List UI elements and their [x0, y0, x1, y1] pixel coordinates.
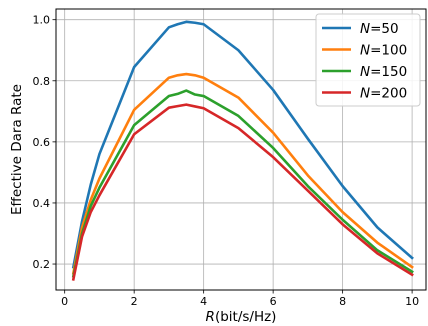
y-tick-label: 1.0	[33, 14, 51, 27]
legend-label-n50: N=50	[360, 21, 399, 37]
x-axis-label-symbol: R	[206, 309, 215, 325]
legend-label-value: =50	[370, 21, 399, 37]
plot-frame	[55, 8, 427, 291]
series-line-n50	[71, 20, 414, 269]
y-tick-label: 0.2	[33, 258, 51, 271]
legend-label-n150: N=150	[360, 64, 407, 80]
legend-label-value: =100	[370, 43, 407, 59]
legend-label-symbol: N	[360, 21, 370, 37]
x-tick-label: 2	[131, 295, 138, 308]
legend-label-symbol: N	[360, 86, 370, 102]
y-axis-label: Effective Dara Rate	[9, 84, 25, 215]
x-tick-label: 4	[200, 295, 207, 308]
legend-box	[315, 13, 421, 107]
series-line-n100	[71, 72, 414, 275]
x-tick-label: 0	[61, 295, 68, 308]
legend-label-value: =200	[370, 86, 407, 102]
x-axis-label-units: (bit/s/Hz)	[215, 309, 277, 325]
legend-label-n100: N=100	[360, 43, 407, 59]
x-tick-label: 6	[270, 295, 277, 308]
y-tick-label: 0.8	[33, 75, 51, 88]
series-line-n200	[71, 103, 414, 281]
legend-label-symbol: N	[360, 64, 370, 80]
x-axis-label: R(bit/s/Hz)	[206, 309, 277, 325]
y-tick-label: 0.6	[33, 136, 51, 149]
y-tick-label: 0.4	[33, 197, 51, 210]
series-lines	[71, 20, 414, 281]
x-tick-label: 10	[405, 295, 419, 308]
axis-ticks: 0 2 4 6 8 10 0.2 0.4 0.6 0.8 1.0	[33, 14, 420, 308]
x-tick-label: 8	[339, 295, 346, 308]
legend-label-symbol: N	[360, 43, 370, 59]
legend-label-value: =150	[370, 64, 407, 80]
series-line-n150	[71, 89, 414, 278]
legend-label-n200: N=200	[360, 86, 407, 102]
